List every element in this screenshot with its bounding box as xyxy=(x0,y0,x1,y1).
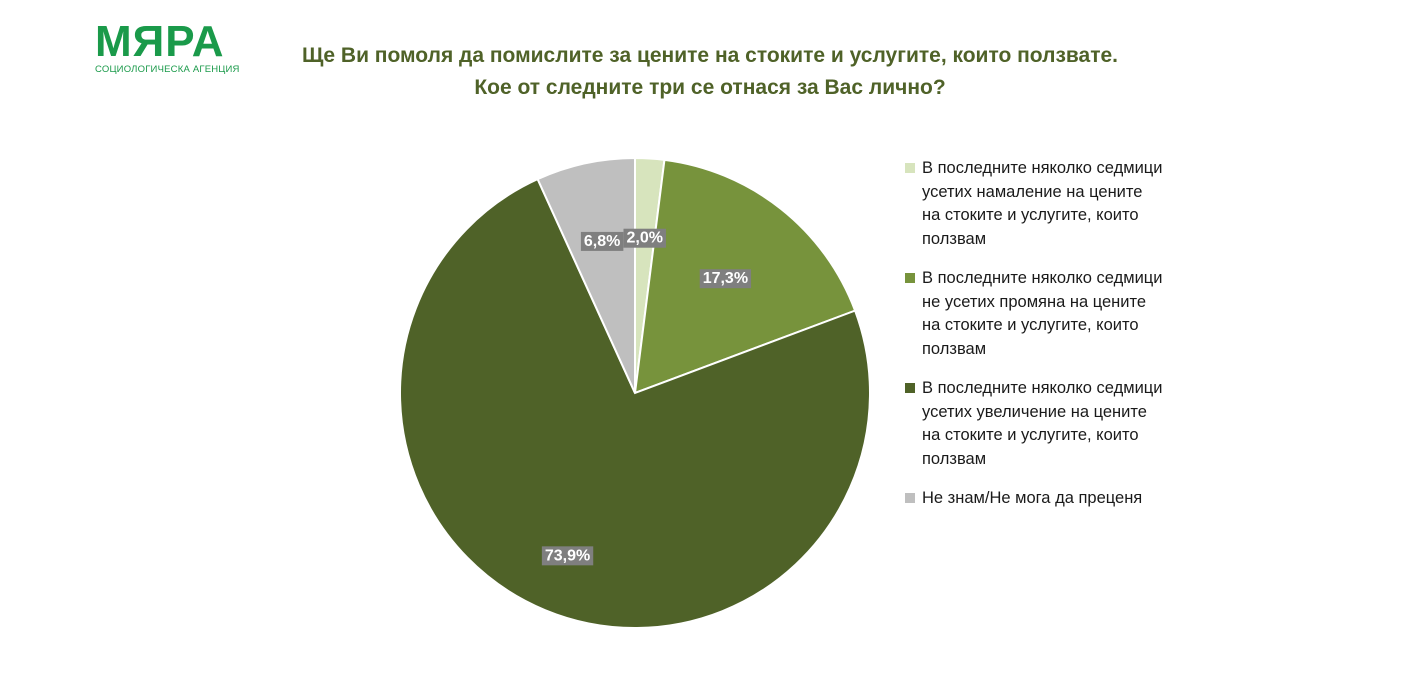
data-label-box-2 xyxy=(699,269,752,289)
legend-swatch-4 xyxy=(905,493,915,503)
legend-item-2: В последните няколко седмици не усетих п… xyxy=(905,267,1165,361)
data-label-1: 2,0% xyxy=(623,228,666,248)
chart-title-line-1: Ще Ви помоля да помислите за цените на с… xyxy=(301,44,1119,67)
logo-subtitle: СОЦИОЛОГИЧЕСКА АГЕНЦИЯ xyxy=(95,64,240,75)
legend-item-1: В последните няколко седмици усетих нама… xyxy=(905,157,1165,251)
data-label-3: 73,9% xyxy=(541,546,594,566)
chart-title-line-2: Кое от следните три се отнася за Вас лич… xyxy=(474,76,946,99)
legend-swatch-2 xyxy=(905,273,915,283)
legend-item-3: В последните няколко седмици усетих увел… xyxy=(905,377,1165,471)
legend-label-4: Не знам/Не мога да преценя xyxy=(922,489,1143,507)
legend-label-2: В последните няколко седмици не усетих п… xyxy=(922,269,1163,358)
logo: МЯРА СОЦИОЛОГИЧЕСКА АГЕНЦИЯ xyxy=(95,17,245,76)
legend-label-3: В последните няколко седмици усетих увел… xyxy=(922,379,1163,468)
chart-legend: В последните няколко седмици усетих нама… xyxy=(905,157,1165,527)
legend-item-4: Не знам/Не мога да преценя xyxy=(905,487,1165,511)
data-label-box-3 xyxy=(541,546,594,566)
data-label-box-1 xyxy=(623,228,666,248)
legend-swatch-1 xyxy=(905,163,915,173)
chart-title: Ще Ви помоля да помислите за цените на с… xyxy=(250,40,1170,104)
data-label-box-4 xyxy=(580,231,624,251)
data-label-text-4: 6,8% xyxy=(584,233,620,250)
data-label-text-2: 17,3% xyxy=(703,270,748,287)
data-label-2: 17,3% xyxy=(699,269,752,289)
pie-slice-4 xyxy=(536,156,636,394)
pie-chart: 2,0% 17,3% 73,9% 6,8% xyxy=(399,156,871,629)
pie-slice-3 xyxy=(399,177,871,629)
legend-swatch-3 xyxy=(905,383,915,393)
data-label-text-1: 2,0% xyxy=(627,230,663,247)
logo-wordmark: МЯРА xyxy=(95,17,225,66)
legend-label-1: В последните няколко седмици усетих нама… xyxy=(922,159,1163,248)
data-label-text-3: 73,9% xyxy=(545,547,590,564)
data-label-4: 6,8% xyxy=(580,231,624,251)
